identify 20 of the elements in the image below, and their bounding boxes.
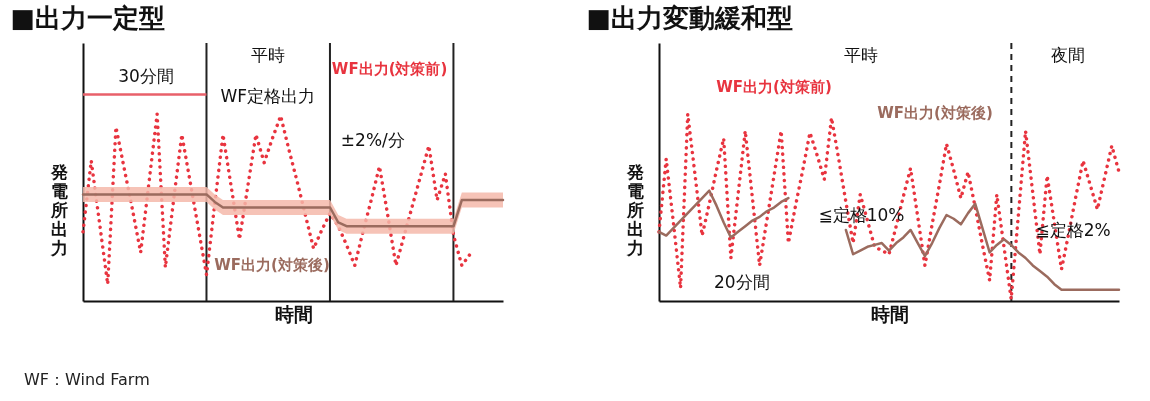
series-label: WF出力(対策前) [716, 77, 832, 96]
text: 夜間 [1051, 44, 1086, 65]
chart-title: ■出力変動緩和型 [586, 3, 794, 33]
text: 30分間 [118, 65, 174, 86]
x-axis-title: 時間 [870, 302, 909, 325]
annotation: ±2%/分 [340, 130, 405, 151]
text: WF出力(対策後) [877, 103, 993, 122]
text: WF：Wind Farm [24, 370, 150, 391]
text: 平時 [844, 44, 879, 65]
annotation: ≦定格10% [818, 204, 905, 225]
text: WF定格出力 [220, 86, 316, 107]
annotation: ≦定格2% [1035, 220, 1111, 241]
chart-title: ■出力一定型 [10, 3, 166, 33]
text: WF出力(対策前) [331, 59, 448, 78]
y-axis-title: 発電所出力 [50, 161, 68, 258]
text: WF出力(対策後) [214, 255, 330, 274]
annotation: 20分間 [713, 271, 770, 292]
y-axis-title: 発電所出力 [626, 161, 644, 258]
x-axis-title: 時間 [274, 302, 313, 325]
text: 平時 [250, 44, 285, 65]
